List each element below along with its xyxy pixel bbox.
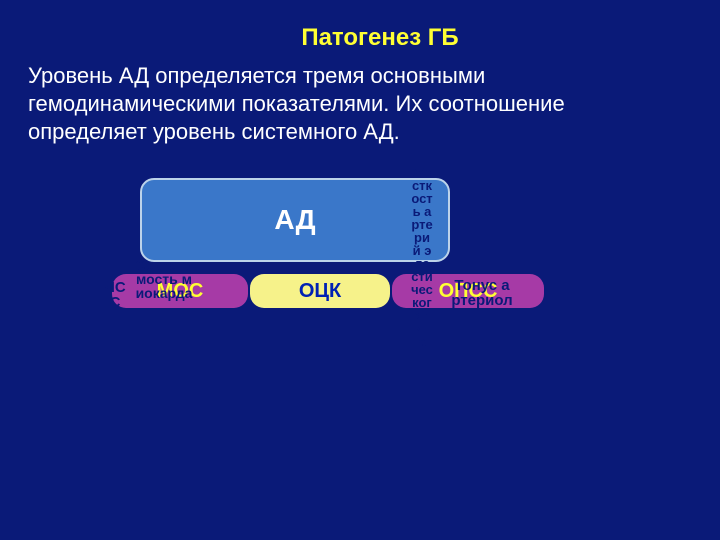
box-ock-label: ОЦК: [299, 280, 341, 303]
overlay-tonus: Тонус артериол: [450, 278, 514, 334]
overlay-hr: ЧСС: [100, 280, 130, 344]
box-ad: АД: [140, 178, 450, 262]
overlay-contractility: Сократимость миокарда: [134, 258, 194, 368]
overlay-stiffness: Жесткость артерий эластического типа: [411, 166, 433, 466]
box-ad-label: АД: [274, 204, 315, 236]
box-ock: ОЦК: [250, 274, 390, 308]
slide-title: Патогенез ГБ: [250, 24, 510, 56]
intro-paragraph: Уровень АД определяется тремя основными …: [28, 62, 588, 146]
